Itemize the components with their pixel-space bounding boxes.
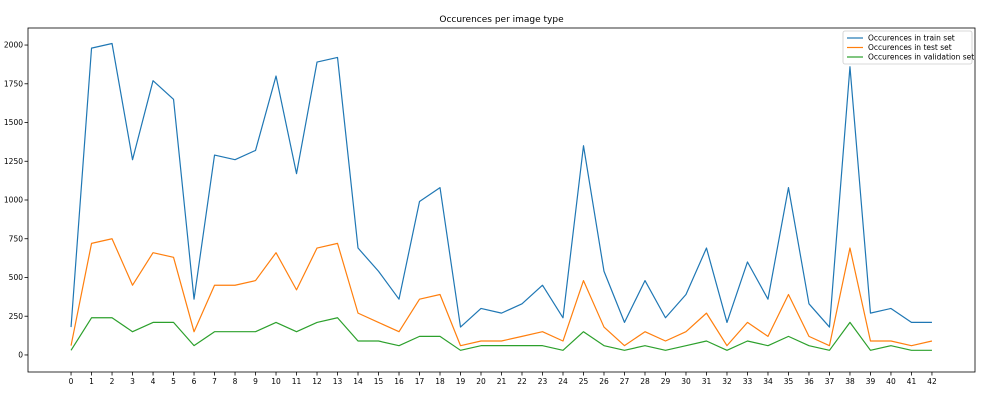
x-tick-label: 23 <box>538 377 548 386</box>
x-tick-label: 42 <box>927 377 937 386</box>
x-tick-label: 38 <box>845 377 855 386</box>
series-layer <box>70 42 933 351</box>
y-tick-label: 1500 <box>4 118 23 127</box>
legend-label-1: Occurences in test set <box>868 43 952 52</box>
chart-title: Occurences per image type <box>439 15 564 25</box>
x-tick-label: 37 <box>825 377 835 386</box>
x-tick-label: 9 <box>253 377 258 386</box>
y-tick-label: 2000 <box>4 41 23 50</box>
x-tick-label: 39 <box>866 377 876 386</box>
x-tick-label: 34 <box>763 377 773 386</box>
y-tick-label: 250 <box>9 312 24 321</box>
legend-label-0: Occurences in train set <box>868 34 955 43</box>
x-axis: 0 1 2 3 4 5 6 7 8 9 10 11 12 13 14 15 16 17 18 19 20 21 22 23 24… <box>69 372 937 386</box>
x-tick-label: 17 <box>415 377 425 386</box>
x-tick-label: 15 <box>374 377 384 386</box>
x-tick-label: 40 <box>886 377 896 386</box>
x-tick-label: 16 <box>394 377 404 386</box>
legend-label-2: Occurences in validation set <box>868 53 974 62</box>
x-tick-label: 31 <box>702 377 712 386</box>
y-tick-label: 750 <box>9 234 24 243</box>
y-tick-label: 1000 <box>4 196 23 205</box>
y-tick-label: 0 <box>18 351 23 360</box>
x-tick-label: 35 <box>784 377 794 386</box>
x-tick-label: 10 <box>271 377 281 386</box>
x-tick-label: 14 <box>353 377 363 386</box>
y-axis: 0 250 500 750 1000 1250 1500 1750 2000 <box>4 41 28 360</box>
x-tick-label: 5 <box>171 377 176 386</box>
x-tick-label: 25 <box>579 377 589 386</box>
x-tick-label: 7 <box>212 377 217 386</box>
x-tick-label: 32 <box>722 377 732 386</box>
x-tick-label: 27 <box>620 377 630 386</box>
x-tick-label: 6 <box>192 377 197 386</box>
y-tick-label: 1250 <box>4 157 23 166</box>
x-tick-label: 8 <box>233 377 238 386</box>
x-tick-label: 30 <box>681 377 691 386</box>
x-tick-label: 11 <box>292 377 302 386</box>
legend-box <box>842 30 973 65</box>
x-tick-label: 41 <box>907 377 917 386</box>
x-tick-label: 33 <box>743 377 753 386</box>
x-tick-label: 36 <box>804 377 814 386</box>
x-tick-label: 1 <box>89 377 94 386</box>
y-tick-label: 500 <box>9 273 24 282</box>
x-tick-label: 18 <box>435 377 445 386</box>
x-tick-label: 22 <box>517 377 527 386</box>
y-tick-label: 1750 <box>4 79 23 88</box>
series-line-2 <box>70 317 932 351</box>
x-tick-label: 3 <box>130 377 135 386</box>
x-tick-label: 20 <box>476 377 486 386</box>
x-tick-label: 19 <box>456 377 466 386</box>
x-tick-label: 0 <box>69 377 74 386</box>
x-tick-label: 4 <box>151 377 156 386</box>
series-line-0 <box>70 42 932 328</box>
x-tick-label: 26 <box>599 377 609 386</box>
x-tick-label: 21 <box>497 377 507 386</box>
series-line-1 <box>70 238 933 347</box>
x-tick-label: 13 <box>333 377 343 386</box>
x-tick-label: 28 <box>640 377 650 386</box>
x-tick-label: 24 <box>558 377 568 386</box>
x-tick-label: 29 <box>661 377 671 386</box>
x-tick-label: 12 <box>312 377 322 386</box>
x-tick-label: 2 <box>110 377 115 386</box>
